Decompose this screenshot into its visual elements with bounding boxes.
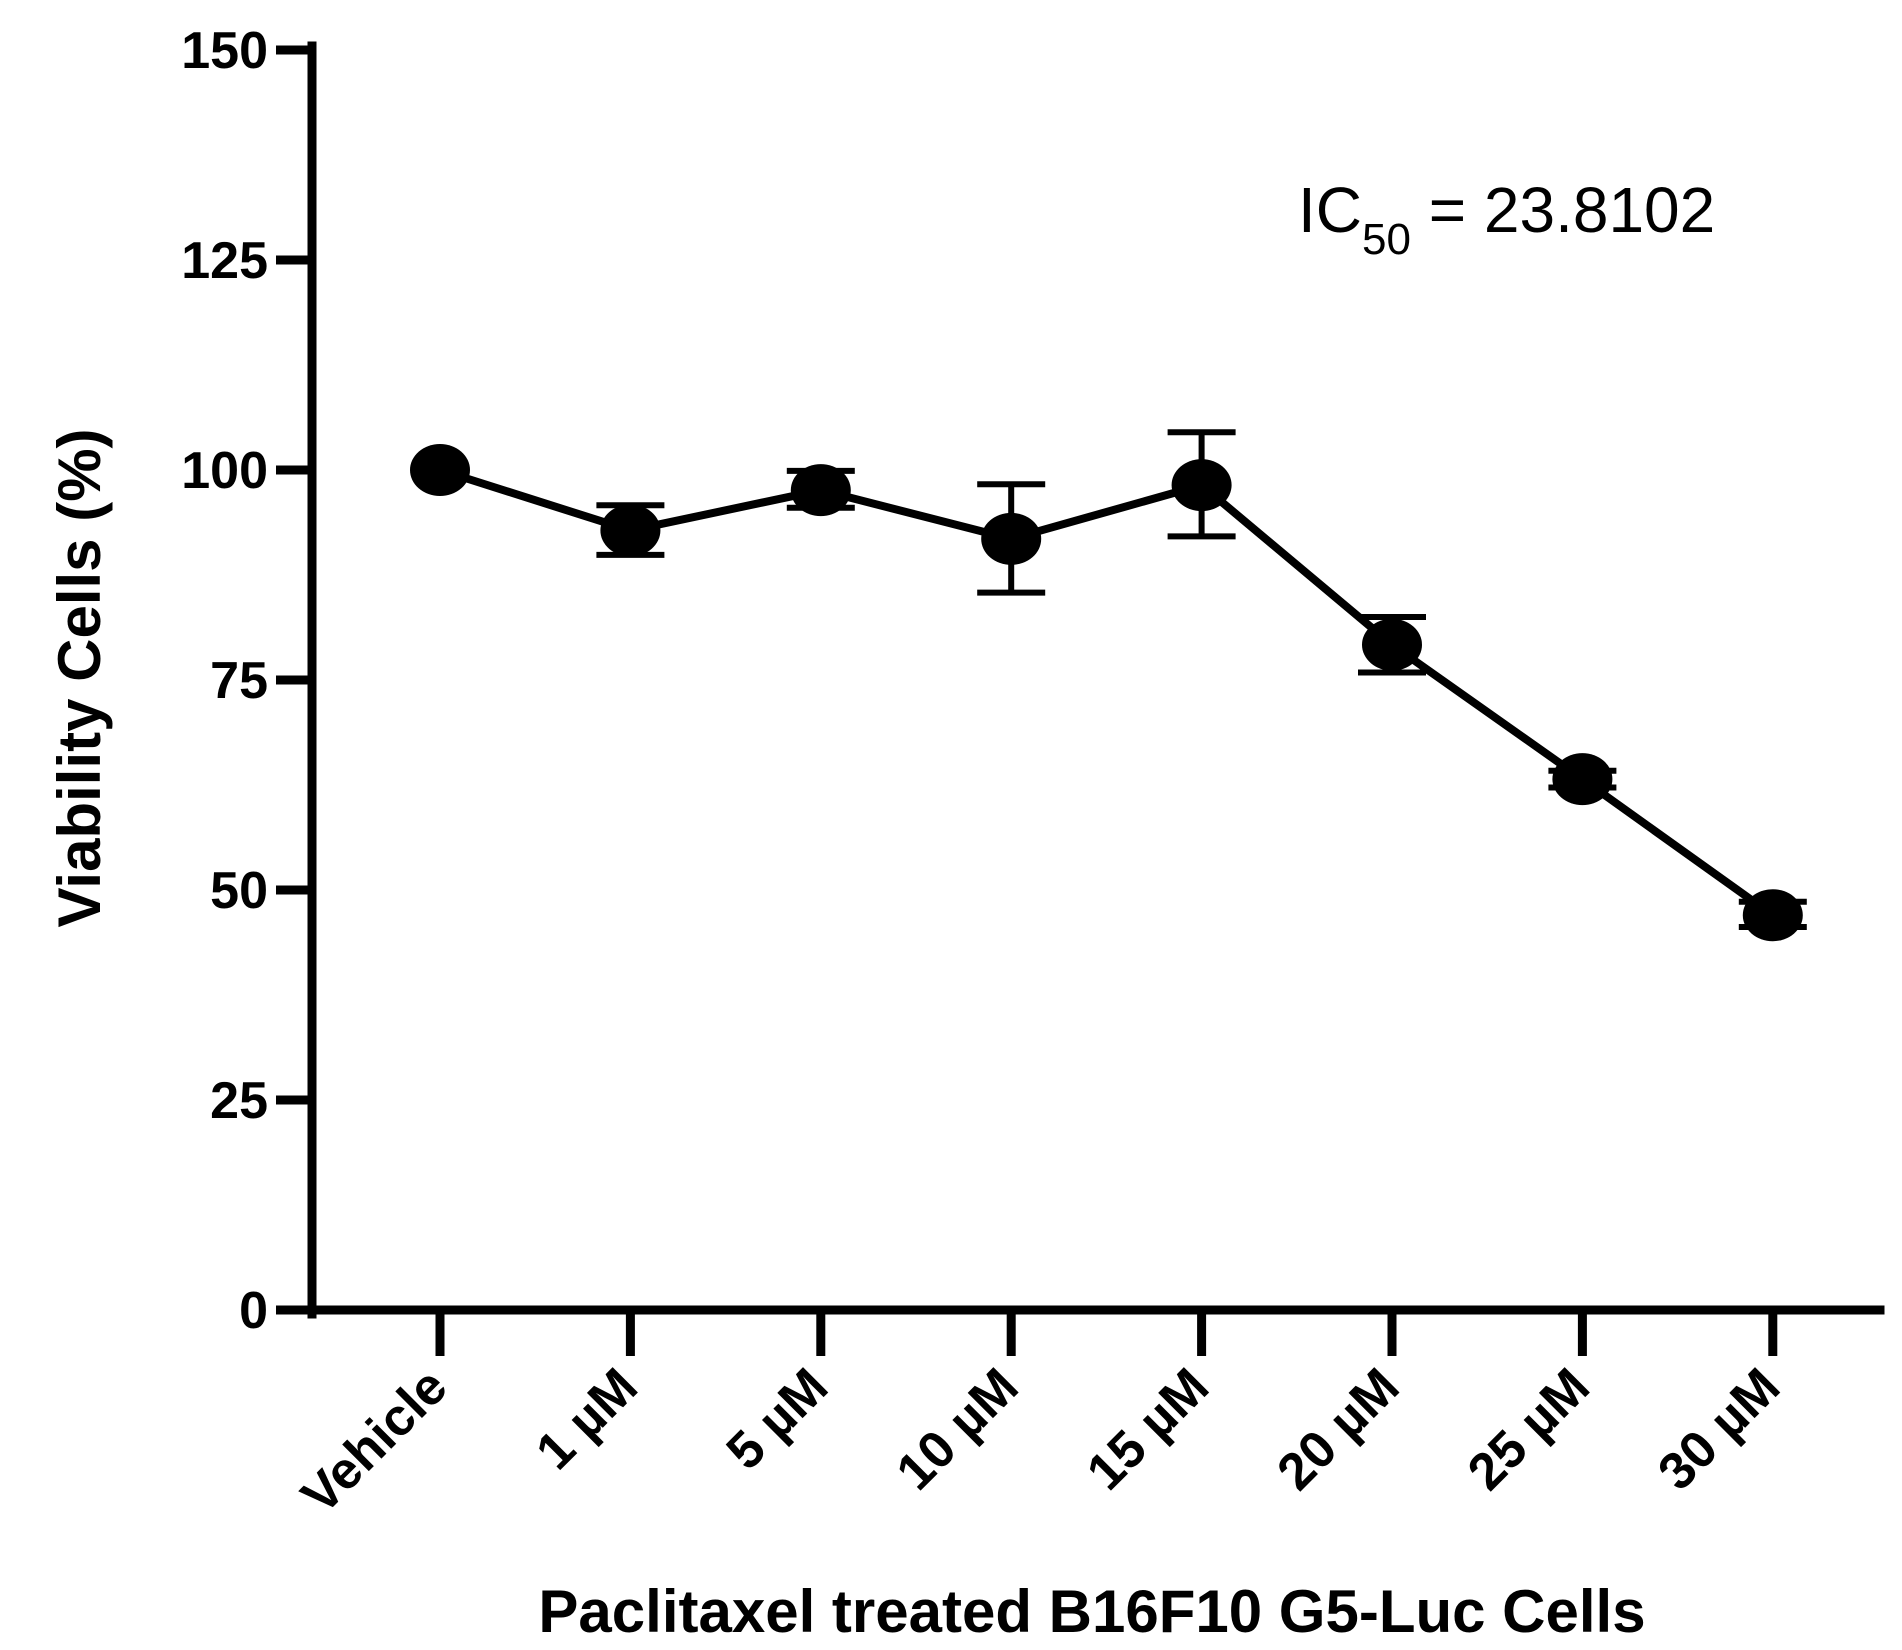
- x-tick-label-3: 10 µM: [886, 1357, 1030, 1501]
- x-tick-label-2: 5 µM: [716, 1357, 840, 1481]
- x-axis: Vehicle 1 µM 5 µM 10 µM 15 µM 20 µM 25 µM 30 µM: [291, 1305, 1885, 1525]
- y-axis: 0 25 50 75 100 125 150: [181, 22, 317, 1340]
- y-tick-label-0: 0: [239, 1282, 268, 1340]
- ic50-annotation: IC50 = 23.8102: [1298, 174, 1715, 264]
- y-tick-label-50: 50: [210, 862, 268, 920]
- y-tick-label-25: 25: [210, 1072, 268, 1130]
- data-point-5: [1362, 618, 1422, 671]
- series-line: [438, 466, 1776, 919]
- data-point-3: [981, 512, 1042, 565]
- y-tick-label-125: 125: [181, 232, 268, 290]
- data-point-1: [600, 504, 661, 557]
- x-tick-label-1: 1 µM: [525, 1357, 649, 1481]
- data-point-2: [790, 464, 851, 517]
- x-axis-title: Paclitaxel treated B16F10 G5-Luc Cells: [538, 1578, 1645, 1645]
- y-tick-label-75: 75: [210, 652, 268, 710]
- ic50-value: = 23.8102: [1411, 174, 1715, 246]
- y-tick-label-100: 100: [181, 442, 268, 500]
- x-tick-label-0: Vehicle: [291, 1357, 459, 1525]
- y-tick-label-150: 150: [181, 22, 268, 80]
- data-point-6: [1552, 753, 1613, 806]
- data-point-7: [1742, 889, 1803, 942]
- x-tick-label-7: 30 µM: [1647, 1357, 1791, 1501]
- x-tick-label-4: 15 µM: [1076, 1357, 1220, 1501]
- data-point-0: [410, 444, 470, 496]
- x-tick-label-6: 25 µM: [1457, 1357, 1601, 1501]
- series-viability: [410, 429, 1807, 942]
- ic50-prefix: IC: [1298, 174, 1362, 246]
- x-tick-label-5: 20 µM: [1267, 1357, 1411, 1501]
- y-axis-title: Viability Cells (%): [46, 428, 113, 927]
- data-point-4: [1171, 459, 1232, 512]
- ic50-subscript: 50: [1362, 215, 1411, 264]
